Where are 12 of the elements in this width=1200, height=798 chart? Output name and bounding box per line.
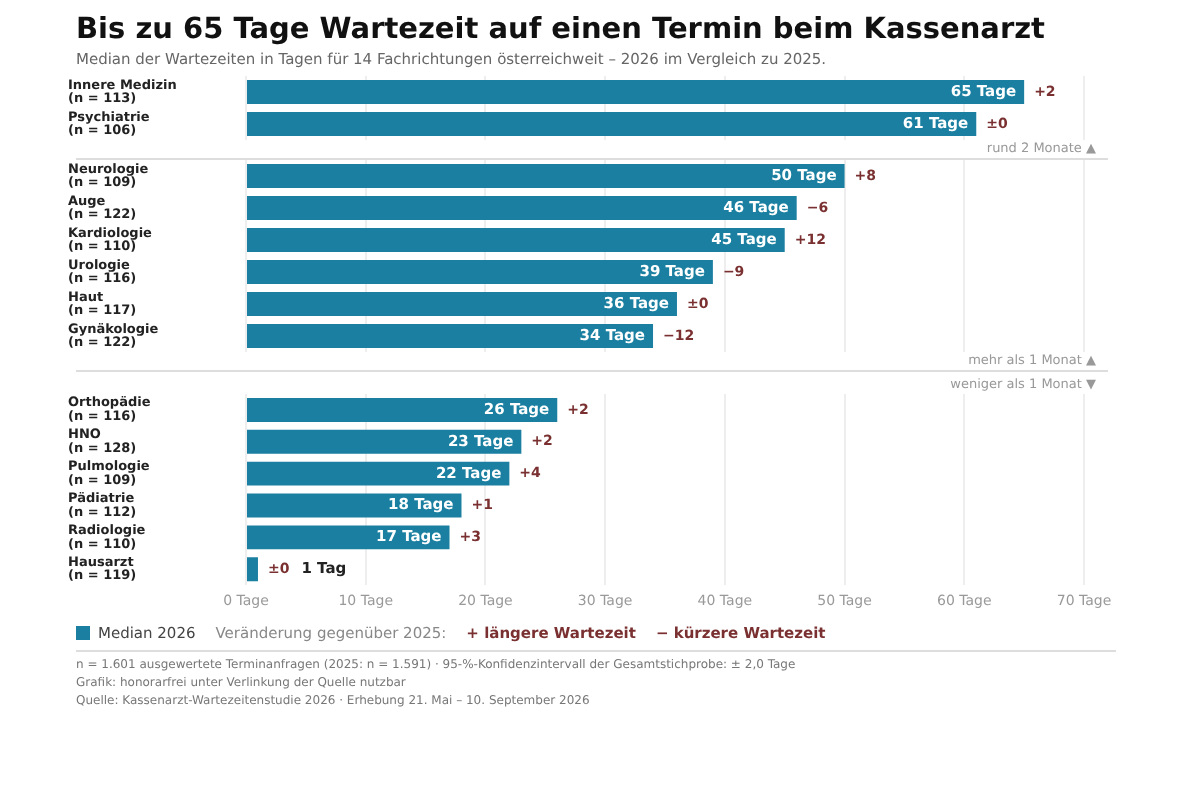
bar <box>247 164 845 188</box>
bar <box>247 228 785 252</box>
bar <box>247 461 510 486</box>
bar <box>247 397 558 422</box>
bar <box>247 196 797 220</box>
bar <box>247 260 713 284</box>
bar <box>247 324 654 348</box>
bar <box>247 525 450 550</box>
chart-title: Bis zu 65 Tage Wartezeit auf einen Termin beim Kassenarzt <box>76 12 1047 48</box>
bar <box>247 557 258 582</box>
bar <box>247 292 677 316</box>
bar <box>247 429 522 454</box>
